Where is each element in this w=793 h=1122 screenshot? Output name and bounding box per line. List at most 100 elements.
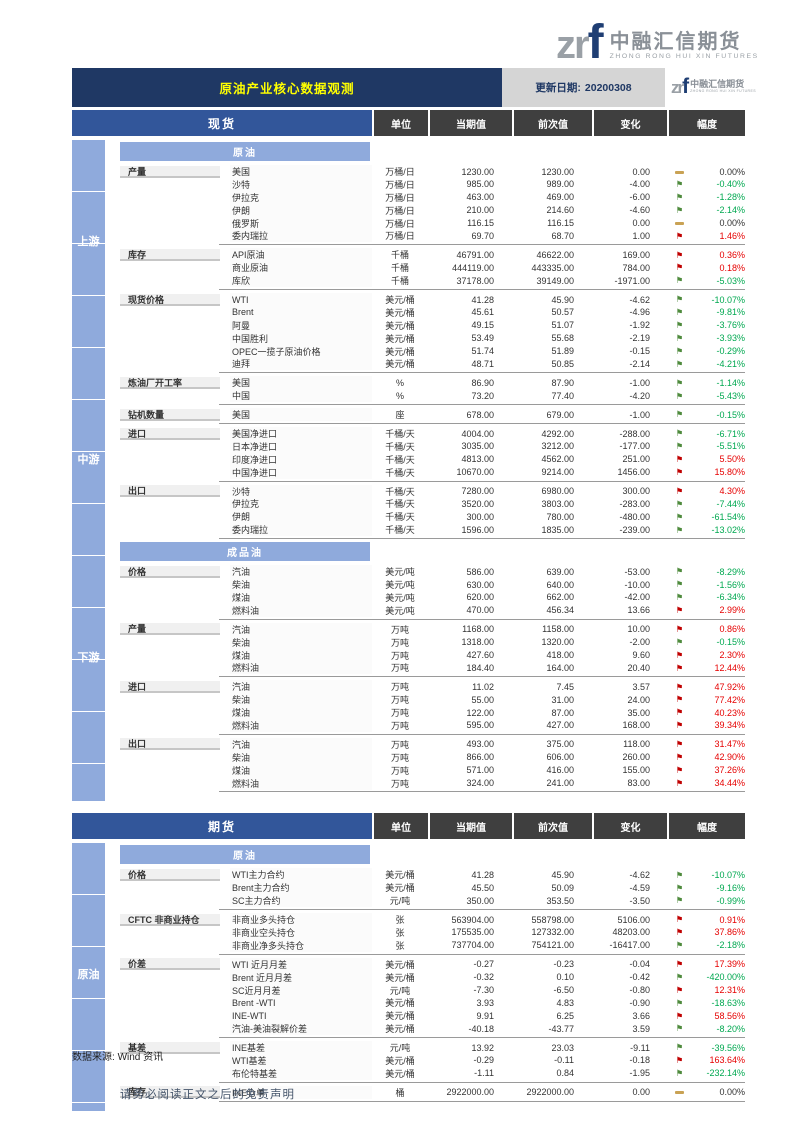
unit-cell: 千桶/天 xyxy=(385,525,415,536)
column-current: 当期值 xyxy=(430,110,512,136)
table-row: 煤油 万吨 427.60 418.00 9.60 ⚑ 2.30% xyxy=(109,648,745,662)
percent-change: -8.29% xyxy=(716,566,745,577)
trend-flat-icon xyxy=(666,1088,693,1097)
category-label: 出口 xyxy=(120,738,220,751)
trend-flag-down-icon: ⚑ xyxy=(675,895,684,906)
percent-change: -6.34% xyxy=(716,592,745,603)
group-divider xyxy=(219,423,745,425)
trend-flag-down-icon: ⚑ xyxy=(675,332,684,343)
previous-value: 116.15 xyxy=(547,218,574,229)
unit-cell: 万吨 xyxy=(390,720,409,731)
current-value: 620.00 xyxy=(466,592,494,603)
group-divider xyxy=(219,538,745,540)
row-group: 产量 汽油 万吨 1168.00 1158.00 10.00 ⚑ 0.86% 柴油 万吨 1318.… xyxy=(109,622,745,675)
table-row: 燃料油 万吨 324.00 241.00 83.00 ⚑ 34.44% xyxy=(109,776,745,790)
unit-cell: 美元/桶 xyxy=(385,972,415,983)
previous-value: 241.00 xyxy=(546,778,574,789)
category-label: 现货价格 xyxy=(120,293,220,306)
percent-change: -0.29% xyxy=(716,346,745,357)
unit-cell: 美元/桶 xyxy=(385,307,415,318)
trend-flag-down-icon: ⚑ xyxy=(675,294,684,305)
unit-cell: 万桶/日 xyxy=(385,231,415,242)
previous-value: -6.50 xyxy=(553,985,574,996)
row-item-name: API原油 xyxy=(230,248,372,262)
trend-flag-up-icon: ⚑ xyxy=(675,1055,684,1066)
row-item-name: 美国 xyxy=(230,408,372,422)
sidebar-stage-label: 下游 xyxy=(77,652,100,665)
previous-value: 7.45 xyxy=(556,681,574,692)
previous-value: 456.34 xyxy=(546,605,574,616)
report-table: 原油产业核心数据观测 更新日期: 20200308 zrf 中融汇信期货 ZHO… xyxy=(72,68,756,1111)
current-value: 4004.00 xyxy=(461,428,494,439)
previous-value: 45.90 xyxy=(551,869,574,880)
unit-cell: 张 xyxy=(395,927,405,938)
current-value: 427.60 xyxy=(466,650,494,660)
table-row: 库存 INE仓单 桶 2922000.00 2922000.00 0.00 0.00% xyxy=(109,1085,745,1099)
column-unit: 单位 xyxy=(374,813,428,840)
trend-flag-down-icon: ⚑ xyxy=(675,390,684,401)
table-row: 非商业空头持仓 张 175535.00 127332.00 48203.00 ⚑ 37.86… xyxy=(109,925,745,939)
previous-value: 989.00 xyxy=(546,179,574,190)
change-value: -2.19 xyxy=(629,333,650,344)
current-value: 86.90 xyxy=(471,377,494,388)
row-item-name: 燃料油 xyxy=(230,776,372,790)
percent-change: 17.39% xyxy=(714,959,745,970)
trend-flag-down-icon: ⚑ xyxy=(675,566,684,577)
mini-logo: zrf 中融汇信期货 ZHONG RONG HUI XIN FUTURES xyxy=(665,68,756,107)
percent-change: -0.40% xyxy=(716,179,745,190)
current-value: 7280.00 xyxy=(461,486,494,497)
table-row: 煤油 万吨 122.00 87.00 35.00 ⚑ 40.23% xyxy=(109,706,745,720)
current-value: 737704.00 xyxy=(451,940,494,951)
percent-change: -5.51% xyxy=(716,441,745,452)
trend-flag-down-icon: ⚑ xyxy=(675,192,684,203)
change-value: 155.00 xyxy=(622,765,650,776)
percent-change: -3.76% xyxy=(716,320,745,331)
table-row: INE-WTI 美元/桶 9.91 6.25 3.66 ⚑ 58.56% xyxy=(109,1009,745,1023)
category-label: 价差 xyxy=(120,958,220,971)
row-item-name: 非商业空头持仓 xyxy=(230,925,372,939)
unit-cell: 美元/桶 xyxy=(385,870,415,881)
category-label: 产量 xyxy=(120,623,220,636)
trend-flag-down-icon: ⚑ xyxy=(675,1042,684,1053)
group-divider xyxy=(219,480,745,482)
previous-value: 6.25 xyxy=(556,1010,574,1021)
current-value: -0.32 xyxy=(473,972,494,983)
change-value: -16417.00 xyxy=(609,940,650,951)
row-item-name: 中国胜利 xyxy=(230,331,372,345)
category-label: 库存 xyxy=(120,1086,220,1099)
unit-cell: 美元/吨 xyxy=(385,580,415,591)
zrf-logo-icon: zrf xyxy=(671,75,689,99)
percent-change: -2.14% xyxy=(716,205,745,216)
percent-change: 0.36% xyxy=(719,249,745,260)
table-row: WTI基差 美元/桶 -0.29 -0.11 -0.18 ⚑ 163.64% xyxy=(109,1053,745,1067)
previous-value: 68.70 xyxy=(551,230,574,241)
change-value: 3.57 xyxy=(632,681,650,692)
percent-change: 39.34% xyxy=(714,720,745,731)
current-value: 300.00 xyxy=(466,511,494,522)
table-row: 柴油 万吨 55.00 31.00 24.00 ⚑ 77.42% xyxy=(109,693,745,707)
column-range: 幅度 xyxy=(669,813,745,840)
trend-flag-down-icon: ⚑ xyxy=(675,579,684,590)
percent-change: -420.00% xyxy=(706,972,745,983)
trend-flag-down-icon: ⚑ xyxy=(675,428,684,439)
change-value: -4.60 xyxy=(629,205,650,216)
trend-flat-icon xyxy=(666,219,693,228)
row-item-name: Brent 近月月差 xyxy=(230,970,372,984)
previous-value: 780.00 xyxy=(546,511,574,522)
unit-cell: 美元/吨 xyxy=(385,567,415,578)
current-value: 49.15 xyxy=(471,320,494,331)
spot-sidebar: 上游 中游 下游 xyxy=(72,140,105,802)
trend-flag-down-icon: ⚑ xyxy=(675,409,684,420)
previous-value: 0.10 xyxy=(556,972,574,983)
previous-value: 46622.00 xyxy=(536,249,574,260)
change-value: 1.00 xyxy=(632,230,650,241)
trend-flag-down-icon: ⚑ xyxy=(675,307,684,318)
unit-cell: 万吨 xyxy=(390,663,409,674)
table-row: 汽油-美油裂解价差 美元/桶 -40.18 -43.77 3.59 ⚑ -8.20% xyxy=(109,1022,745,1036)
data-source-label: 数据来源: xyxy=(72,1052,115,1063)
current-value: 1596.00 xyxy=(461,524,494,535)
change-value: -2.14 xyxy=(629,358,650,369)
zrf-logo-icon: zrf xyxy=(556,15,604,69)
category-label: 出口 xyxy=(120,485,220,498)
percent-change: 15.80% xyxy=(714,467,745,478)
